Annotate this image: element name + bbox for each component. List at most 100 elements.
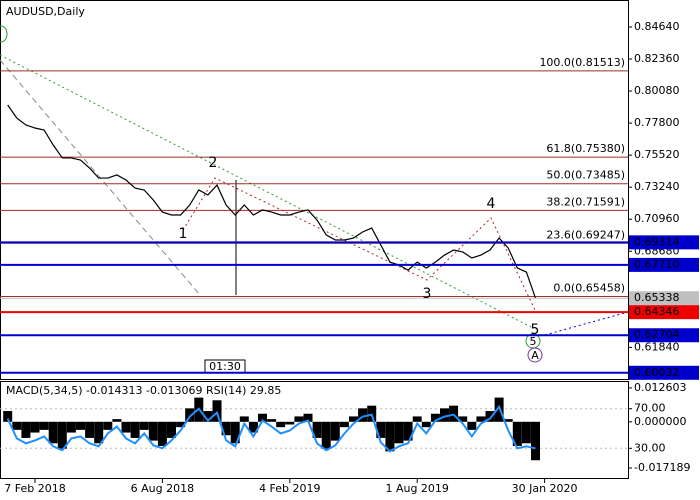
macd-bar — [412, 416, 422, 422]
macd-bar — [103, 421, 113, 430]
y-tick-label: 0.77800 — [634, 116, 680, 129]
macd-bar — [312, 421, 322, 438]
trend-line — [544, 311, 629, 336]
macd-bar — [458, 416, 468, 422]
wave-label: 2 — [209, 155, 218, 171]
macd-bar — [221, 421, 231, 436]
main-panel — [0, 0, 629, 380]
y-tick-label: 70.00 — [634, 402, 666, 415]
macd-bar — [130, 421, 140, 438]
y-tick-label: 0.70960 — [634, 212, 680, 225]
macd-bar — [339, 421, 349, 428]
fib-label: 50.0(0.73485) — [546, 169, 625, 182]
fib-label: 100.0(0.81513) — [539, 56, 625, 69]
macd-bar — [167, 421, 176, 438]
macd-bar — [440, 408, 449, 422]
macd-bar — [57, 421, 67, 449]
macd-bar — [258, 413, 267, 422]
macd-bar — [94, 421, 104, 444]
wave-line — [182, 177, 536, 311]
macd-bar — [203, 411, 213, 422]
macd-bar — [212, 400, 222, 422]
y-tick-label: 30.00 — [634, 441, 666, 454]
macd-bar — [248, 421, 258, 433]
indicator-title: MACD(5,34,5) -0.014313 -0.013069 RSI(14)… — [6, 384, 281, 397]
level-label: 0.64346 — [634, 305, 680, 318]
fib-label: 38.2(0.71591) — [546, 195, 625, 208]
x-tick-label: 1 Aug 2019 — [385, 482, 448, 495]
macd-bar — [358, 408, 368, 422]
price-line — [7, 104, 537, 299]
macd-bar — [157, 421, 167, 446]
wave-label: 1 — [179, 226, 188, 242]
macd-bar — [476, 416, 486, 422]
x-tick-label: 4 Feb 2019 — [259, 482, 320, 495]
wave-circle — [527, 347, 543, 363]
fib-label: 23.6(0.69247) — [546, 228, 625, 241]
x-tick-label: 7 Feb 2018 — [4, 482, 65, 495]
level-label: 0.69314 — [634, 235, 680, 248]
macd-bar — [112, 419, 122, 422]
macd-bar — [148, 421, 158, 441]
macd-bar — [276, 421, 286, 428]
macd-bar — [430, 413, 440, 422]
y-tick-label: -0.017189 — [634, 461, 690, 474]
circled-label: A — [531, 349, 539, 362]
level-tag — [629, 365, 699, 380]
macd-bar — [48, 421, 58, 444]
wave-label: 4 — [487, 196, 496, 212]
chart-title: AUDUSD,Daily — [6, 5, 85, 18]
macd-bar — [176, 421, 186, 428]
macd-bar — [85, 421, 95, 438]
macd-bar — [321, 421, 331, 449]
macd-bar — [139, 421, 149, 430]
macd-bar — [376, 421, 386, 438]
y-tick-label: 0.82360 — [634, 52, 680, 65]
wave-label: 5 — [531, 322, 540, 338]
macd-bar — [21, 421, 31, 438]
y-tick-label: 0.75520 — [634, 148, 680, 161]
rsi-line — [6, 404, 536, 453]
fib-label: 0.0(0.65458) — [553, 282, 625, 295]
level-tag — [629, 257, 699, 272]
macd-bar — [467, 421, 477, 430]
time-label: 01:30 — [209, 360, 241, 373]
macd-bar — [349, 416, 358, 422]
macd-bar — [230, 421, 240, 444]
macd-bar — [239, 416, 249, 422]
level-tag — [629, 291, 699, 306]
x-tick-label: 30 Jan 2020 — [512, 482, 578, 495]
macd-bar — [267, 419, 277, 422]
macd-bar — [12, 421, 22, 430]
macd-bar — [121, 421, 131, 433]
macd-bar — [531, 421, 540, 461]
macd-bar — [385, 421, 395, 452]
macd-bar — [303, 413, 313, 422]
macd-bar — [512, 421, 522, 446]
indicator-panel — [0, 381, 629, 479]
y-tick-label: 0.012603 — [634, 381, 687, 394]
macd-bar — [403, 421, 413, 441]
circled-label: 5 — [530, 335, 537, 348]
macd-bar — [66, 421, 76, 433]
macd-bar — [330, 421, 340, 441]
macd-bar — [30, 421, 40, 433]
level-label: 0.62704 — [634, 328, 680, 341]
level-tag — [629, 305, 699, 320]
macd-bar — [521, 421, 531, 444]
y-tick-label: 0.80080 — [634, 84, 680, 97]
level-tag — [629, 235, 699, 250]
macd-bar — [485, 411, 495, 422]
macd-bar — [39, 421, 49, 430]
macd-bar — [294, 416, 304, 422]
wave-circle — [0, 25, 8, 43]
y-tick-label: 0.84640 — [634, 20, 680, 33]
macd-bar — [285, 421, 295, 425]
macd-bar — [494, 397, 504, 422]
macd-bar — [76, 421, 85, 430]
y-tick-label: 0.61840 — [634, 340, 680, 353]
macd-bar — [3, 411, 13, 422]
level-label: 0.65338 — [634, 291, 680, 304]
x-tick-label: 6 Aug 2018 — [131, 482, 194, 495]
